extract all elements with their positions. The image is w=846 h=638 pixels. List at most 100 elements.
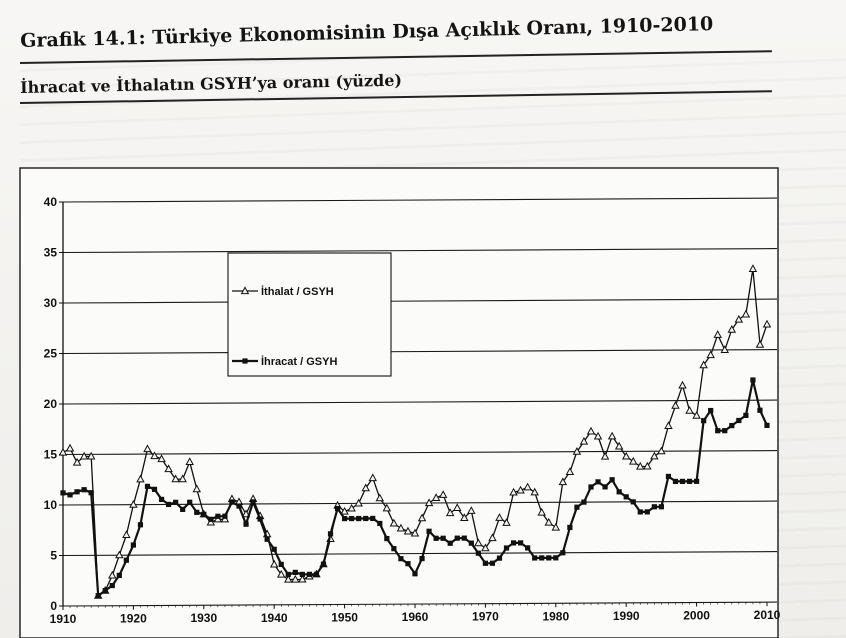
ithalat-point xyxy=(621,451,631,460)
ihracat-point xyxy=(384,535,390,542)
ihracat-point xyxy=(637,509,643,515)
y-axis-tick-labels: 0 5 10 15 20 25 30 35 40 xyxy=(44,195,58,613)
ihracat-point xyxy=(447,540,453,546)
ihracat-point xyxy=(334,505,341,512)
ithalat-point xyxy=(431,493,441,501)
ithalat-point xyxy=(614,441,624,450)
ihracat-point xyxy=(257,516,263,522)
ihracat-point xyxy=(623,494,629,500)
ihracat-point xyxy=(271,546,277,552)
legend-box xyxy=(227,252,392,377)
gridline-y-40 xyxy=(62,197,778,203)
ithalat-point xyxy=(720,345,730,353)
ihracat-point xyxy=(518,540,524,546)
ithalat-point xyxy=(445,508,455,517)
x-tick-label: 1990 xyxy=(613,609,640,623)
ihracat-point xyxy=(320,561,327,567)
ithalat-point xyxy=(389,518,399,527)
ihracat-point xyxy=(123,557,129,563)
gridline-y-5 xyxy=(62,551,778,557)
ihracat-point xyxy=(595,479,601,485)
ihracat-point xyxy=(299,571,305,577)
ihracat-point xyxy=(658,504,664,510)
legend-label-ithalat: İthalat / GSYH xyxy=(261,285,334,298)
ihracat-point xyxy=(679,478,686,484)
ihracat-point xyxy=(609,477,615,483)
y-tick-label: 15 xyxy=(44,448,58,462)
x-tick-label: 2000 xyxy=(683,609,710,623)
ithalat-point xyxy=(727,324,737,333)
ithalat-point xyxy=(664,421,673,430)
ihracat-point xyxy=(482,560,488,566)
ihracat-point xyxy=(180,506,186,512)
ithalat-point xyxy=(762,319,772,328)
gridline-y-15 xyxy=(62,450,778,456)
ihracat-point xyxy=(342,516,348,522)
ithalat-point xyxy=(692,411,701,419)
ihracat-point xyxy=(95,593,101,599)
ihracat-point xyxy=(665,473,672,480)
ihracat-point xyxy=(67,492,73,498)
legend: İthalat / GSYH İhracat / GSYH xyxy=(227,252,392,377)
ithalat-point xyxy=(340,506,349,515)
ithalat-point xyxy=(354,498,363,507)
ithalat-point xyxy=(129,499,138,508)
ihracat-point xyxy=(173,499,179,505)
ithalat-point xyxy=(467,506,476,514)
ithalat-point xyxy=(551,522,561,531)
ithalat-point xyxy=(671,401,680,409)
x-tick-label: 2010 xyxy=(754,608,781,622)
ithalat-point xyxy=(579,436,589,445)
y-tick-label: 30 xyxy=(44,296,58,310)
ithalat-point xyxy=(284,574,293,583)
legend-square-marker xyxy=(242,358,248,364)
ihracat-point xyxy=(715,428,721,434)
ihracat-point xyxy=(398,556,404,562)
x-tick-label: 1930 xyxy=(190,611,217,625)
ithalat-point xyxy=(481,543,490,552)
gridline-y-35 xyxy=(62,248,778,254)
ithalat-point xyxy=(150,451,159,460)
ihracat-point xyxy=(349,515,355,522)
ithalat-point xyxy=(713,330,722,338)
ihracat-point xyxy=(137,522,144,528)
ithalat-point xyxy=(452,503,462,511)
chart-frame-group xyxy=(19,167,779,638)
ihracat-point xyxy=(327,531,334,537)
ithalat-point xyxy=(192,484,202,493)
ithalat-point xyxy=(495,513,504,521)
ithalat-point xyxy=(72,457,82,466)
ithalat-point xyxy=(115,550,124,559)
ithalat-point xyxy=(136,474,145,483)
ihracat-point xyxy=(229,499,235,505)
ithalat-point xyxy=(361,483,370,492)
ithalat-point xyxy=(600,451,610,460)
gridline-y-0 xyxy=(62,601,778,607)
ithalat-point xyxy=(291,574,300,583)
ihracat-point xyxy=(109,582,115,589)
ithalat-point xyxy=(108,570,117,579)
ithalat-point xyxy=(607,431,617,440)
ithalat-point xyxy=(403,526,413,535)
gridline-y-10 xyxy=(62,500,778,506)
ithalat-point xyxy=(58,447,68,456)
x-tick-label: 1940 xyxy=(261,611,288,625)
ithalat-point xyxy=(558,477,568,486)
ihracat-point xyxy=(412,571,418,577)
ithalat-point xyxy=(86,451,96,460)
ihracat-point xyxy=(363,515,369,522)
ithalat-point xyxy=(417,513,427,522)
y-tick-label: 25 xyxy=(44,347,58,361)
ihracat-point xyxy=(468,540,474,546)
ihracat-point xyxy=(74,489,80,495)
ithalat-point xyxy=(636,461,645,470)
ithalat-point xyxy=(537,507,546,516)
gridlines xyxy=(62,197,778,607)
y-tick-label: 5 xyxy=(50,549,57,563)
gridline-y-30 xyxy=(62,298,778,304)
ihracat-point xyxy=(574,504,580,510)
ihracat-point xyxy=(405,561,411,567)
ihracat-point xyxy=(750,377,756,383)
ithalat-point xyxy=(347,503,356,512)
